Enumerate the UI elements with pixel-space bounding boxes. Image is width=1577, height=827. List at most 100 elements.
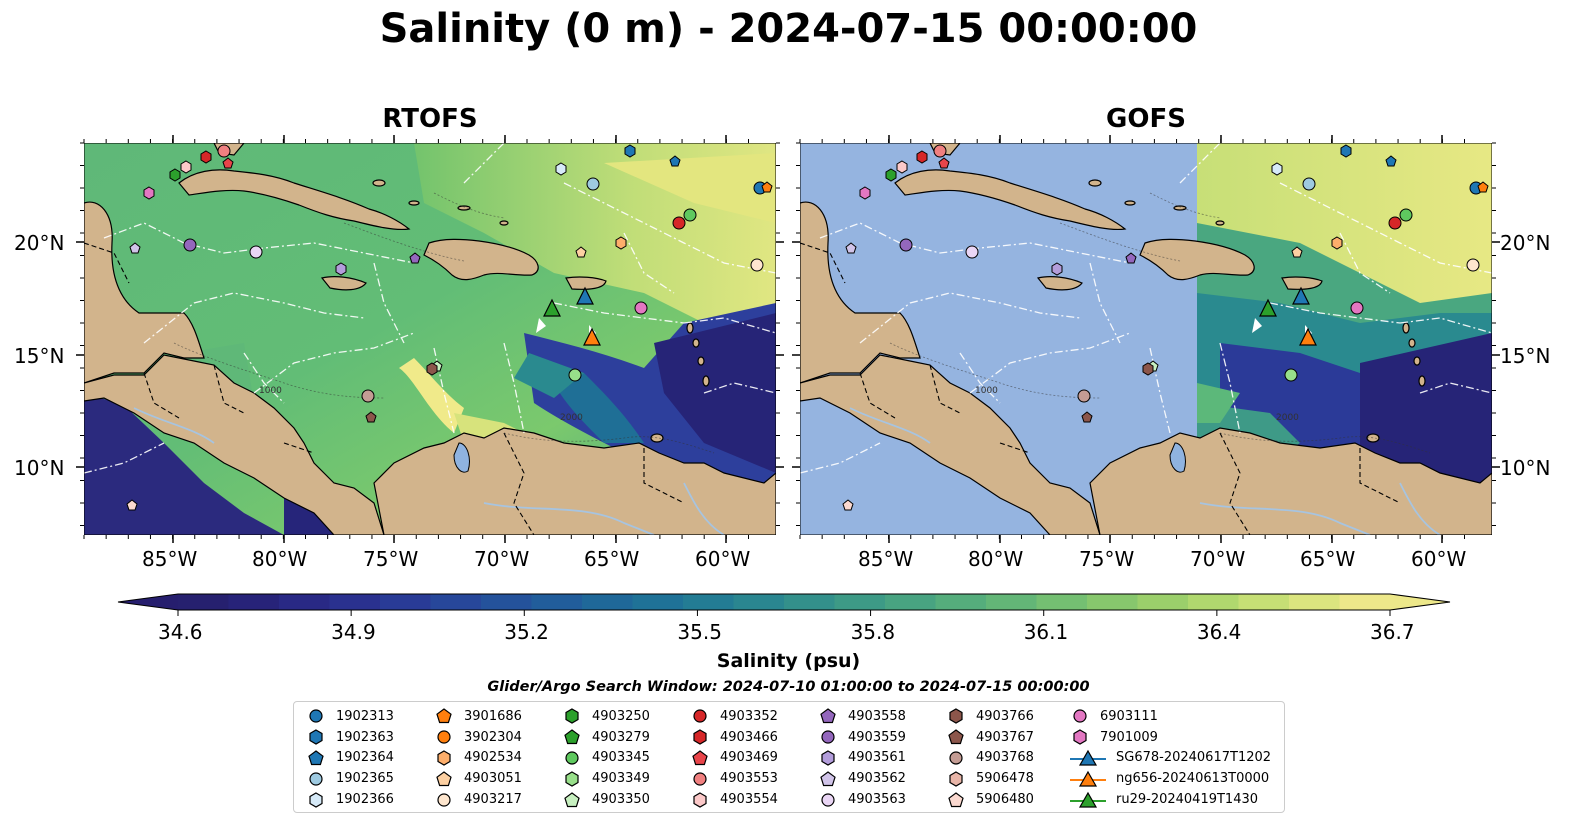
- marker-4902534: [615, 236, 627, 250]
- marker-4903466: [916, 150, 928, 164]
- marker-4903559: [183, 238, 197, 252]
- legend-item: 4902534: [432, 748, 522, 769]
- colorbar-segment: [329, 594, 381, 610]
- legend-item: 7901009: [1068, 727, 1271, 748]
- legend-column: 4903766 4903767 4903768 5906478 5906480: [944, 706, 1034, 810]
- marker-4902534: [1331, 236, 1343, 250]
- rtofs-map[interactable]: 1000 2000: [83, 142, 777, 536]
- legend-item: 1902366: [304, 789, 394, 810]
- marker-4903352: [672, 216, 686, 230]
- hexagon-marker-icon: [437, 750, 451, 766]
- legend-item-label: 4903250: [592, 708, 650, 724]
- legend-column: 6903111 7901009 SG678-20240617T1202 ng656-2…: [1068, 706, 1271, 810]
- colorbar-segment: [632, 594, 684, 610]
- colorbar-segment: [1238, 594, 1290, 610]
- contour-label-1000: 1000: [975, 386, 998, 396]
- legend-item-label: 4903349: [592, 771, 650, 787]
- colorbar-segment: [1036, 594, 1088, 610]
- hexagon-marker-icon: [309, 729, 323, 745]
- colorbar-segment: [733, 594, 785, 610]
- legend-column: 1902313 1902363 1902364 1902365 1902366: [304, 706, 394, 810]
- marker-4903559: [899, 238, 913, 252]
- colorbar-segment: [885, 594, 937, 610]
- legend-item-label: 4903767: [976, 729, 1034, 745]
- pentagon-marker-icon: [692, 750, 708, 766]
- marker-4903217: [1466, 258, 1480, 272]
- legend-item: 1902365: [304, 768, 394, 789]
- pentagon-marker-icon: [948, 729, 964, 745]
- pentagon-marker-icon: [564, 729, 580, 745]
- lon-label-60w-right: 60°W: [1411, 547, 1467, 571]
- marker-4903558: [409, 252, 421, 264]
- hexagon-marker-icon: [1073, 729, 1087, 745]
- legend-item-label: SG678-20240617T1202: [1116, 750, 1272, 766]
- glider-markers: [543, 286, 601, 346]
- legend-item: 4903352: [688, 706, 778, 727]
- lon-label-80w-left: 80°W: [252, 547, 308, 571]
- colorbar-label: Salinity (psu): [716, 650, 861, 672]
- legend-item-label: 3901686: [464, 708, 522, 724]
- legend-item-label: ru29-20240419T1430: [1116, 792, 1259, 808]
- lon-label-75w-right: 75°W: [1079, 547, 1135, 571]
- legend-item: 4903768: [944, 748, 1034, 769]
- colorbar-tick-label: 36.1: [1023, 620, 1069, 644]
- colorbar-tick-label: 36.4: [1196, 620, 1242, 644]
- lat-label-10n-right: 10°N: [1500, 456, 1551, 480]
- hexagon-marker-icon: [949, 771, 963, 787]
- marker-4903554: [180, 160, 192, 174]
- legend-item-label: 4903553: [720, 771, 778, 787]
- gofs-map[interactable]: 1000 2000: [799, 142, 1493, 536]
- argo-float-markers: [842, 144, 1489, 511]
- marker-4903352: [1388, 216, 1402, 230]
- marker-4903563: [965, 245, 979, 259]
- legend-column: 4903250 4903279 4903345 4903349 4903350: [560, 706, 650, 810]
- legend-item: 4903345: [560, 748, 650, 769]
- marker-4903768: [361, 389, 375, 403]
- pentagon-marker-icon: [308, 750, 324, 766]
- circle-marker-icon: [309, 772, 323, 786]
- legend: 1902313 1902363 1902364 1902365 1902366 39016…: [293, 701, 1285, 813]
- marker-1902363: [1340, 144, 1352, 158]
- colorbar-segment: [1087, 594, 1139, 610]
- marker-4903563: [249, 245, 263, 259]
- legend-column: 3901686 3902304 4902534 4903051 4903217: [432, 706, 522, 810]
- legend-item-label: 4903562: [848, 771, 906, 787]
- hexagon-marker-icon: [821, 750, 835, 766]
- marker-1902365: [1302, 177, 1316, 191]
- legend-item: 1902363: [304, 727, 394, 748]
- marker-1902364: [1385, 155, 1397, 167]
- pentagon-marker-icon: [564, 791, 580, 807]
- gofs-panel-title: GOFS: [1106, 104, 1186, 134]
- marker-4903250: [169, 168, 181, 182]
- legend-item-label: 4903352: [720, 708, 778, 724]
- marker-4903558: [1125, 252, 1137, 264]
- legend-item: 5906478: [944, 768, 1034, 789]
- marker-4903767: [1081, 411, 1093, 423]
- legend-item: 4903766: [944, 706, 1034, 727]
- legend-item-label: 7901009: [1100, 729, 1158, 745]
- lon-label-80w-right: 80°W: [968, 547, 1024, 571]
- marker-7901009: [859, 186, 871, 200]
- circle-marker-icon: [821, 792, 835, 807]
- pentagon-marker-icon: [948, 791, 964, 807]
- pentagon-marker-icon: [820, 771, 836, 786]
- circle-marker-icon: [565, 751, 579, 765]
- marker-4903562: [129, 242, 141, 254]
- circle-marker-icon: [437, 792, 451, 807]
- legend-item-label: 5906478: [976, 771, 1034, 787]
- marker-4903561: [335, 262, 347, 276]
- legend-item: 4903250: [560, 706, 650, 727]
- triangle-marker-icon: [1070, 749, 1106, 766]
- hexagon-marker-icon: [309, 791, 323, 808]
- legend-item: 4903466: [688, 727, 778, 748]
- legend-column: 4903352 4903466 4903469 4903553 4903554: [688, 706, 778, 810]
- colorbar-segment: [1137, 594, 1189, 610]
- legend-item-label: 4903345: [592, 750, 650, 766]
- marker-4903345: [1399, 208, 1413, 222]
- legend-item: 4903349: [560, 768, 650, 789]
- colorbar-tick-label: 34.9: [331, 620, 376, 644]
- legend-item-label: 4903554: [720, 792, 778, 808]
- circle-marker-icon: [437, 730, 451, 744]
- glider-SG678: [1292, 286, 1310, 305]
- glider-ru29: [1259, 298, 1277, 317]
